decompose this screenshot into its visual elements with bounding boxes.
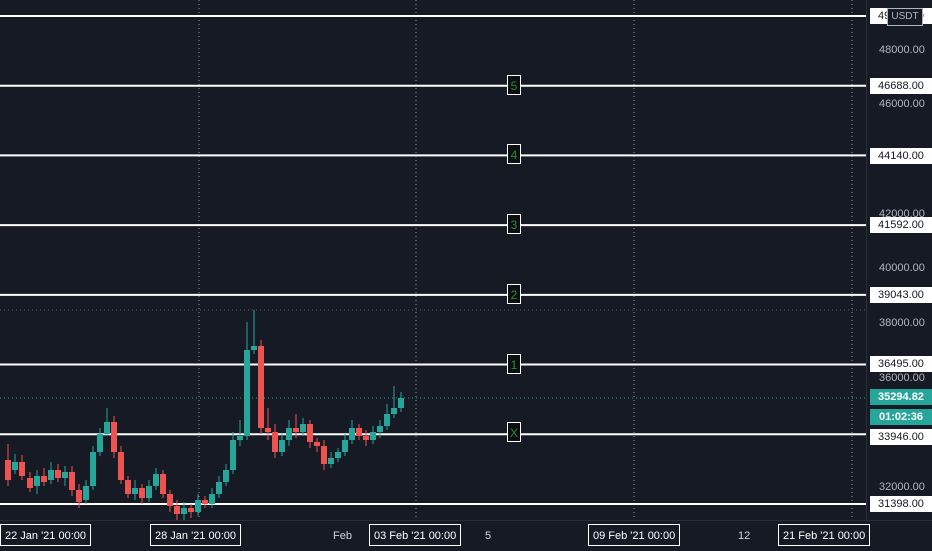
wave-label-5[interactable]: 5	[507, 75, 521, 95]
candle-body	[97, 434, 103, 452]
candle-body	[76, 490, 82, 502]
price-tick: 32000.00	[879, 481, 925, 493]
time-tick: 12	[738, 530, 751, 542]
candle-body	[349, 428, 355, 440]
candle-body	[55, 470, 61, 478]
candle-body	[342, 440, 348, 452]
candle-body	[356, 428, 362, 436]
candle-body	[363, 436, 369, 440]
candle-body	[146, 486, 152, 498]
price-chart[interactable]	[0, 0, 866, 520]
candle-body	[27, 478, 33, 488]
candle-body	[377, 426, 383, 432]
candle-body	[391, 408, 397, 414]
candle-body	[216, 482, 222, 494]
level-price-label: 36495.00	[870, 356, 932, 372]
time-tick: 5	[485, 530, 492, 542]
wave-label-3[interactable]: 3	[507, 214, 521, 234]
time-marker: 03 Feb '21 00:00	[369, 524, 462, 546]
candle-body	[181, 508, 187, 514]
currency-label[interactable]: USDT	[887, 8, 923, 26]
candle-body	[160, 474, 166, 494]
price-tick: 36000.00	[879, 372, 925, 384]
level-price-label: 31398.00	[870, 496, 932, 512]
candle-body	[272, 432, 278, 452]
wave-label-4[interactable]: 4	[507, 144, 521, 164]
time-marker: 21 Feb '21 00:00	[778, 524, 871, 546]
price-tick: 40000.00	[879, 262, 925, 274]
time-axis[interactable]: 22 Jan '21 00:00 28 Jan '21 00:00 Feb 03…	[0, 520, 932, 551]
candle-body	[195, 500, 201, 512]
wave-label-2[interactable]: 2	[507, 284, 521, 304]
candle-body	[279, 440, 285, 452]
candle-body	[384, 414, 390, 426]
candle-body	[202, 500, 208, 504]
candle-body	[153, 474, 159, 486]
price-tick: 48000.00	[879, 44, 925, 56]
level-price-label: 33946.00	[870, 429, 932, 445]
candle-body	[111, 422, 117, 452]
time-marker: 22 Jan '21 00:00	[0, 524, 92, 546]
candle-body	[251, 346, 257, 350]
candle-body	[293, 428, 299, 432]
candle-body	[19, 462, 25, 476]
candle-body	[244, 350, 250, 436]
candle-body	[209, 494, 215, 504]
level-price-label: 44140.00	[870, 148, 932, 164]
candle-body	[335, 452, 341, 458]
candle-body	[237, 436, 243, 440]
time-marker: 28 Jan '21 00:00	[150, 524, 242, 546]
candle-body	[104, 422, 110, 434]
candle-body	[90, 452, 96, 486]
price-tick: 38000.00	[879, 317, 925, 329]
countdown-badge: 01:02:36	[870, 409, 932, 425]
candle-body	[398, 398, 404, 408]
level-price-label: 39043.00	[870, 287, 932, 303]
candle-body	[167, 494, 173, 506]
candle-body	[223, 470, 229, 482]
candle-body	[12, 462, 18, 470]
candle-body	[132, 488, 138, 494]
candle-body	[34, 476, 40, 486]
candle-body	[118, 452, 124, 480]
price-tick: 46000.00	[879, 98, 925, 110]
candle-body	[321, 446, 327, 464]
current-price-badge: 35294.82	[870, 389, 932, 405]
candle-body	[62, 472, 68, 478]
candle-body	[83, 486, 89, 500]
candle-body	[286, 428, 292, 440]
candle-body	[41, 476, 47, 482]
wave-label-x[interactable]: X	[507, 422, 521, 442]
candle-body	[258, 346, 264, 428]
candle-body	[230, 440, 236, 470]
candle-body	[300, 424, 306, 432]
candle-body	[265, 428, 271, 432]
price-axis[interactable]: 48000.00 46000.00 42000.00 40000.00 3800…	[866, 0, 932, 520]
candle-body	[48, 470, 54, 480]
candle-body	[5, 460, 11, 480]
candle-body	[328, 458, 334, 464]
candle-body	[69, 472, 75, 490]
candle-body	[188, 508, 194, 512]
candle-body	[307, 424, 313, 442]
level-price-label: 46688.00	[870, 78, 932, 94]
wave-label-1[interactable]: 1	[507, 354, 521, 374]
level-price-label: 41592.00	[870, 217, 932, 233]
time-marker: 09 Feb '21 00:00	[588, 524, 681, 546]
candle-body	[314, 442, 320, 446]
candle-body	[370, 432, 376, 440]
candle-body	[139, 488, 145, 498]
time-tick: Feb	[333, 530, 352, 542]
candle-body	[125, 480, 131, 494]
candle-body	[174, 506, 180, 514]
